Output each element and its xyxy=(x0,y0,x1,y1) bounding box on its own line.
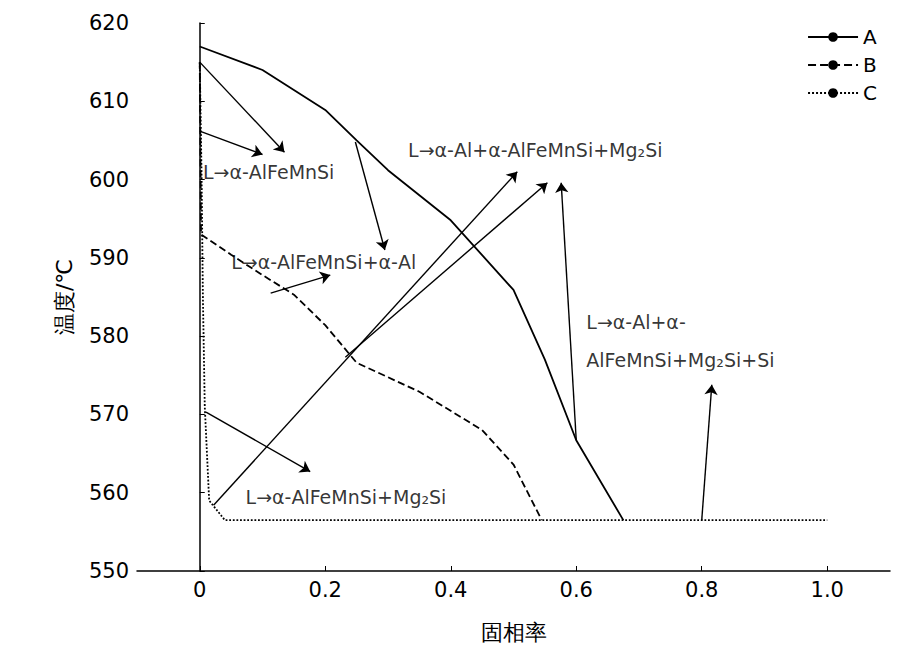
svg-text:L→α-Al+α-AlFeMnSi+Mg₂Si: L→α-Al+α-AlFeMnSi+Mg₂Si xyxy=(408,139,662,161)
svg-text:L→α-AlFeMnSi+Mg₂Si: L→α-AlFeMnSi+Mg₂Si xyxy=(246,486,447,508)
svg-text:C: C xyxy=(863,81,877,105)
svg-text:0: 0 xyxy=(193,578,206,602)
svg-text:固相率: 固相率 xyxy=(481,620,547,645)
svg-text:570: 570 xyxy=(89,402,129,426)
svg-text:560: 560 xyxy=(89,481,129,505)
svg-text:580: 580 xyxy=(89,324,129,348)
svg-text:1.0: 1.0 xyxy=(811,578,844,602)
svg-text:610: 610 xyxy=(89,89,129,113)
svg-text:温度/℃: 温度/℃ xyxy=(52,259,77,335)
svg-text:L→α-AlFeMnSi+α-Al: L→α-AlFeMnSi+α-Al xyxy=(231,251,416,273)
svg-text:550: 550 xyxy=(89,559,129,583)
svg-text:AlFeMnSi+Mg₂Si+Si: AlFeMnSi+Mg₂Si+Si xyxy=(586,349,774,371)
svg-text:620: 620 xyxy=(89,11,129,35)
svg-text:0.2: 0.2 xyxy=(309,578,342,602)
svg-text:0.6: 0.6 xyxy=(560,578,593,602)
svg-text:600: 600 xyxy=(89,168,129,192)
svg-text:L→α-Al+α-: L→α-Al+α- xyxy=(586,311,685,333)
svg-text:B: B xyxy=(863,53,877,77)
svg-text:A: A xyxy=(863,25,877,49)
svg-text:L→α-AlFeMnSi: L→α-AlFeMnSi xyxy=(203,161,335,183)
svg-text:590: 590 xyxy=(89,246,129,270)
svg-text:0.4: 0.4 xyxy=(434,578,467,602)
svg-text:0.8: 0.8 xyxy=(685,578,718,602)
